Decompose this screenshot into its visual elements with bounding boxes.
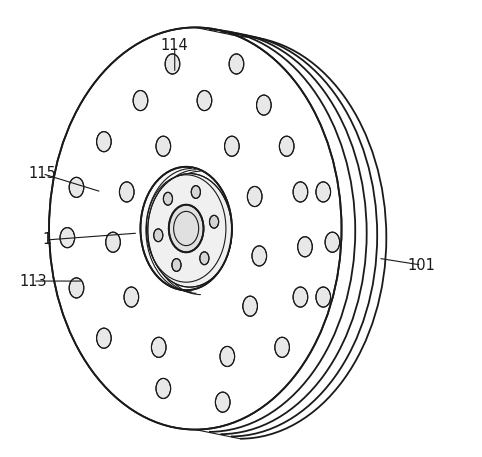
Ellipse shape: [325, 232, 340, 252]
Ellipse shape: [156, 136, 171, 156]
Ellipse shape: [49, 27, 342, 430]
Ellipse shape: [106, 232, 120, 252]
Ellipse shape: [215, 392, 230, 412]
Ellipse shape: [140, 167, 232, 290]
Ellipse shape: [163, 192, 173, 205]
Ellipse shape: [169, 205, 203, 252]
Ellipse shape: [210, 215, 219, 228]
Ellipse shape: [247, 186, 262, 207]
Text: 101: 101: [408, 258, 435, 272]
Ellipse shape: [172, 259, 181, 271]
Ellipse shape: [200, 252, 209, 265]
Ellipse shape: [316, 182, 331, 202]
Ellipse shape: [120, 182, 134, 202]
Ellipse shape: [69, 278, 84, 298]
Ellipse shape: [229, 54, 244, 74]
Ellipse shape: [293, 287, 308, 307]
Text: 114: 114: [161, 38, 188, 53]
Ellipse shape: [256, 95, 271, 115]
Ellipse shape: [280, 136, 294, 156]
Ellipse shape: [298, 237, 312, 257]
Ellipse shape: [133, 90, 148, 111]
Ellipse shape: [252, 246, 267, 266]
Ellipse shape: [197, 90, 212, 111]
Ellipse shape: [124, 287, 139, 307]
Ellipse shape: [225, 136, 239, 156]
Ellipse shape: [148, 174, 232, 287]
Ellipse shape: [165, 54, 180, 74]
Ellipse shape: [243, 296, 257, 316]
Ellipse shape: [316, 287, 331, 307]
Ellipse shape: [220, 346, 235, 367]
Text: 115: 115: [28, 166, 56, 181]
Ellipse shape: [191, 186, 201, 198]
Ellipse shape: [275, 337, 290, 357]
Text: 113: 113: [19, 274, 47, 288]
Ellipse shape: [293, 182, 308, 202]
Ellipse shape: [69, 177, 84, 197]
Ellipse shape: [96, 328, 111, 348]
Text: 1: 1: [42, 233, 52, 247]
Ellipse shape: [96, 132, 111, 152]
Ellipse shape: [60, 228, 75, 248]
Ellipse shape: [151, 337, 166, 357]
Ellipse shape: [156, 378, 171, 399]
Ellipse shape: [154, 229, 163, 242]
